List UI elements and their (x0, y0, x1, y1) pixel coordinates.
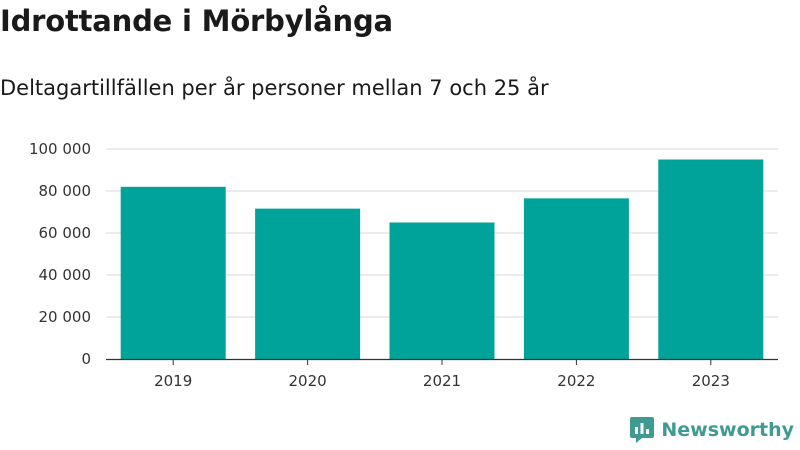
y-tick-label: 80 000 (39, 182, 92, 200)
x-tick-label: 2023 (692, 372, 730, 390)
x-tick-label: 2019 (154, 372, 192, 390)
y-tick-label: 60 000 (39, 224, 92, 242)
bar (389, 222, 495, 359)
y-tick-label: 100 000 (29, 140, 91, 158)
bar (255, 208, 361, 359)
chart-title: Idrottande i Mörbylånga (0, 4, 393, 38)
x-tick-label: 2021 (423, 372, 461, 390)
bar (120, 186, 226, 359)
y-tick-label: 20 000 (39, 308, 92, 326)
y-tick-label: 0 (81, 350, 91, 368)
brand-name: Newsworthy (661, 419, 794, 441)
newsworthy-logo-icon (630, 417, 655, 443)
brand: Newsworthy (629, 415, 794, 445)
bar (658, 159, 764, 359)
y-tick-label: 40 000 (39, 266, 92, 284)
chart-subtitle: Deltagartillfällen per år personer mella… (0, 76, 549, 100)
bar (523, 198, 629, 359)
x-tick-label: 2020 (289, 372, 327, 390)
x-tick-label: 2022 (557, 372, 595, 390)
